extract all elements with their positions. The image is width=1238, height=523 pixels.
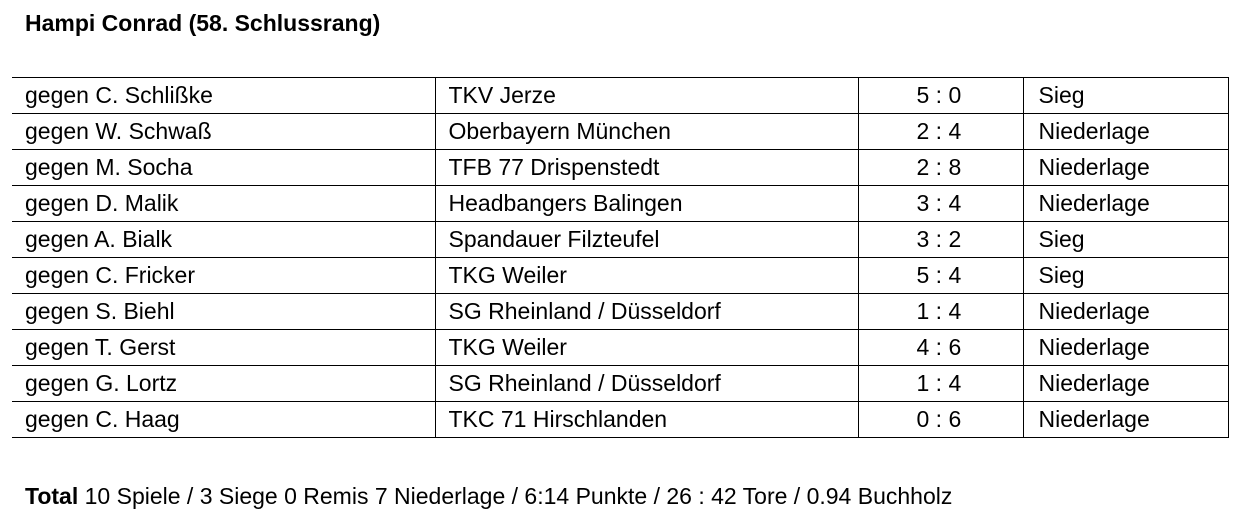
team-cell: TKC 71 Hirschlanden	[434, 401, 859, 438]
score-cell: 0 : 6	[857, 401, 1024, 438]
result-cell: Niederlage	[1022, 185, 1229, 222]
result-cell: Sieg	[1022, 77, 1229, 114]
team-cell: TKG Weiler	[434, 257, 859, 294]
result-cell: Niederlage	[1022, 365, 1229, 402]
table-row: gegen C. Haag TKC 71 Hirschlanden 0 : 6 …	[12, 401, 1229, 438]
team-cell: SG Rheinland / Düsseldorf	[434, 365, 859, 402]
table-row: gegen C. Fricker TKG Weiler 5 : 4 Sieg	[12, 257, 1229, 294]
result-cell: Niederlage	[1022, 293, 1229, 330]
opponent-cell: gegen A. Bialk	[12, 221, 436, 258]
total-label: Total	[25, 483, 79, 509]
score-cell: 5 : 4	[857, 257, 1024, 294]
team-cell: SG Rheinland / Düsseldorf	[434, 293, 859, 330]
result-cell: Sieg	[1022, 257, 1229, 294]
score-cell: 3 : 2	[857, 221, 1024, 258]
team-cell: Oberbayern München	[434, 113, 859, 150]
result-cell: Niederlage	[1022, 329, 1229, 366]
table-row: gegen A. Bialk Spandauer Filzteufel 3 : …	[12, 221, 1229, 258]
table-row: gegen C. Schlißke TKV Jerze 5 : 0 Sieg	[12, 77, 1229, 114]
table-row: gegen M. Socha TFB 77 Drispenstedt 2 : 8…	[12, 149, 1229, 186]
opponent-cell: gegen T. Gerst	[12, 329, 436, 366]
team-cell: Headbangers Balingen	[434, 185, 859, 222]
opponent-cell: gegen C. Schlißke	[12, 77, 436, 114]
opponent-cell: gegen M. Socha	[12, 149, 436, 186]
score-cell: 2 : 8	[857, 149, 1024, 186]
result-cell: Niederlage	[1022, 149, 1229, 186]
table-row: gegen W. Schwaß Oberbayern München 2 : 4…	[12, 113, 1229, 150]
score-cell: 2 : 4	[857, 113, 1024, 150]
total-summary: Total 10 Spiele / 3 Siege 0 Remis 7 Nied…	[25, 480, 952, 512]
opponent-cell: gegen C. Haag	[12, 401, 436, 438]
opponent-cell: gegen D. Malik	[12, 185, 436, 222]
score-cell: 5 : 0	[857, 77, 1024, 114]
opponent-cell: gegen G. Lortz	[12, 365, 436, 402]
team-cell: TKV Jerze	[434, 77, 859, 114]
page-title: Hampi Conrad (58. Schlussrang)	[25, 10, 381, 36]
table-row: gegen T. Gerst TKG Weiler 4 : 6 Niederla…	[12, 329, 1229, 366]
table-row: gegen D. Malik Headbangers Balingen 3 : …	[12, 185, 1229, 222]
score-cell: 1 : 4	[857, 365, 1024, 402]
score-cell: 4 : 6	[857, 329, 1024, 366]
opponent-cell: gegen C. Fricker	[12, 257, 436, 294]
score-cell: 1 : 4	[857, 293, 1024, 330]
result-cell: Sieg	[1022, 221, 1229, 258]
score-cell: 3 : 4	[857, 185, 1024, 222]
total-text: 10 Spiele / 3 Siege 0 Remis 7 Niederlage…	[78, 483, 953, 509]
results-table: gegen C. Schlißke TKV Jerze 5 : 0 Sieg g…	[12, 77, 1229, 438]
team-cell: Spandauer Filzteufel	[434, 221, 859, 258]
table-row: gegen G. Lortz SG Rheinland / Düsseldorf…	[12, 365, 1229, 402]
team-cell: TFB 77 Drispenstedt	[434, 149, 859, 186]
opponent-cell: gegen S. Biehl	[12, 293, 436, 330]
opponent-cell: gegen W. Schwaß	[12, 113, 436, 150]
result-cell: Niederlage	[1022, 113, 1229, 150]
team-cell: TKG Weiler	[434, 329, 859, 366]
table-row: gegen S. Biehl SG Rheinland / Düsseldorf…	[12, 293, 1229, 330]
result-cell: Niederlage	[1022, 401, 1229, 438]
